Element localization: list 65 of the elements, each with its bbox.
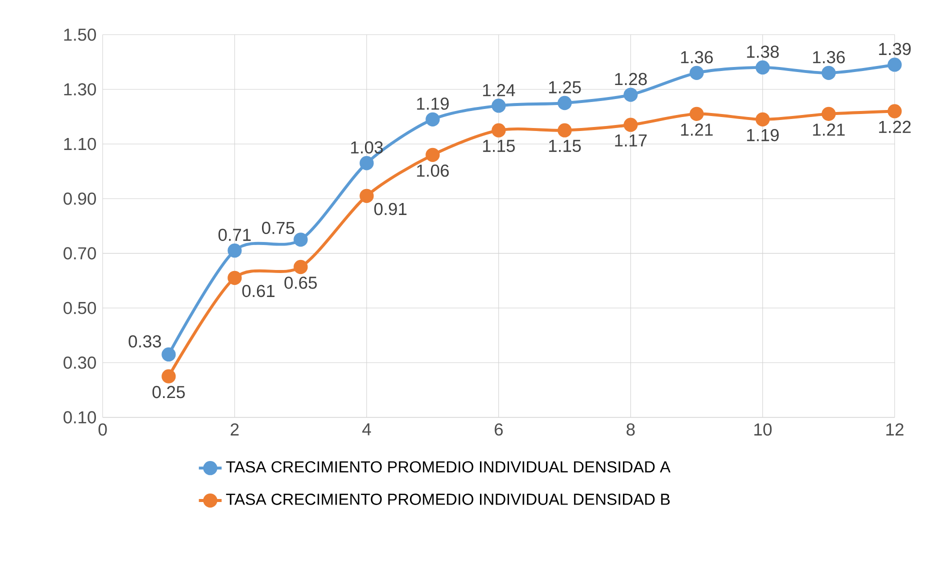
data-label: 0.75 — [262, 222, 294, 234]
x-tick-label: 4 — [362, 424, 371, 436]
y-tick-label: 1.10 — [64, 138, 96, 150]
point — [360, 156, 374, 170]
point — [294, 260, 308, 274]
y-tick-label: 0.30 — [64, 356, 96, 369]
x-tick-label: 8 — [626, 424, 635, 436]
x-tick-label: 2 — [230, 424, 239, 436]
x-tick-label: 10 — [754, 424, 772, 436]
data-label: 1.19 — [417, 98, 449, 110]
data-label: 1.17 — [615, 134, 647, 147]
data-label: 0.33 — [128, 335, 161, 348]
y-tick-label: 0.10 — [64, 411, 96, 424]
point — [426, 148, 440, 162]
data-label: 0.25 — [152, 386, 185, 398]
data-label: 1.28 — [615, 73, 647, 86]
point — [360, 189, 374, 204]
data-label: 0.65 — [284, 276, 317, 290]
point — [294, 232, 308, 247]
point — [558, 96, 572, 110]
point — [624, 88, 638, 102]
point — [690, 66, 704, 80]
data-label: 1.22 — [879, 120, 911, 134]
point — [822, 66, 836, 80]
y-tick-label: 1.50 — [64, 28, 96, 41]
data-label: 0.61 — [242, 285, 275, 298]
data-label: 1.15 — [549, 140, 581, 152]
data-label: 1.36 — [681, 51, 713, 64]
y-tick-label: 0.50 — [64, 302, 96, 314]
x-tick-label: 12 — [886, 424, 904, 436]
data-label: 0.91 — [374, 203, 406, 216]
x-tick-label: 6 — [494, 424, 503, 436]
point — [888, 58, 902, 72]
point — [624, 118, 638, 132]
data-label: 1.39 — [879, 43, 911, 56]
point — [228, 244, 242, 258]
y-tick-label: 0.70 — [64, 247, 96, 260]
x-tick-label: 0 — [98, 424, 107, 436]
point — [492, 123, 506, 138]
data-label: 1.25 — [549, 81, 581, 94]
point — [690, 107, 704, 122]
legend-label: TASA CRECIMIENTO PROMEDIO INDIVIDUAL DENSIDAD B — [226, 494, 670, 506]
data-label: 0.71 — [218, 228, 251, 242]
data-label: 1.36 — [813, 51, 845, 64]
legend-label: TASA CRECIMIENTO PROMEDIO INDIVIDUAL DENSIDAD A — [226, 461, 671, 473]
data-label: 1.06 — [417, 164, 449, 177]
point — [558, 123, 572, 138]
data-label: 1.24 — [483, 84, 516, 96]
point — [228, 271, 242, 286]
point — [162, 348, 176, 362]
point — [822, 107, 836, 122]
point — [888, 104, 902, 118]
data-label: 1.21 — [813, 124, 845, 136]
data-label: 1.03 — [351, 141, 383, 154]
data-label: 1.15 — [483, 140, 515, 152]
point — [756, 112, 770, 127]
y-tick-label: 1.30 — [64, 83, 96, 96]
point — [492, 98, 506, 113]
y-tick-label: 0.90 — [64, 192, 96, 205]
data-label: 1.38 — [747, 46, 779, 58]
point — [756, 60, 770, 75]
point — [162, 369, 176, 384]
point — [426, 112, 440, 127]
data-label: 1.19 — [747, 129, 779, 142]
data-label: 1.21 — [681, 124, 713, 136]
